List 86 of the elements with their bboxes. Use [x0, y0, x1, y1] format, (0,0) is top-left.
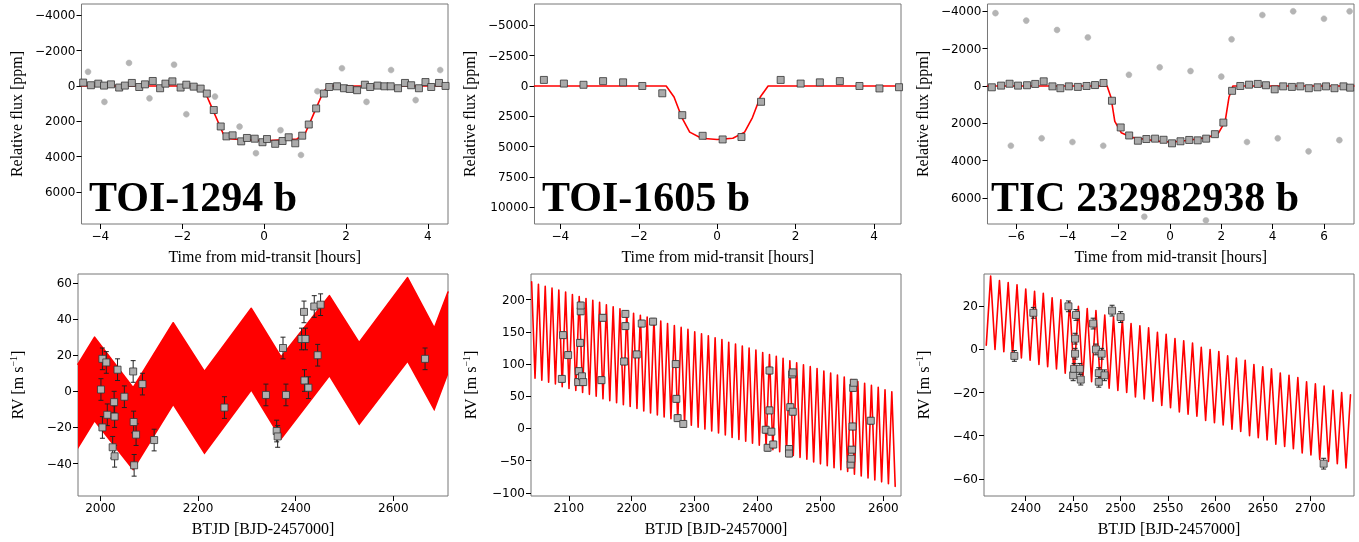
x-axis-title: BTJD [BJD-2457000] [644, 519, 788, 537]
x-tick-label: 0 [1166, 229, 1174, 243]
y-tick-label: −40 [952, 428, 978, 443]
y-tick-label: 100 [502, 357, 525, 372]
y-tick-label: 20 [56, 348, 72, 363]
y-tick-label: 2000 [950, 116, 982, 131]
y-axis-title: RV [m s−1] [913, 350, 932, 420]
y-tick-label: 6000 [950, 191, 982, 206]
y-axis-title: Relative flux [ppm] [460, 50, 479, 178]
y-tick-label: 4000 [44, 149, 76, 164]
x-tick-label: −2 [1109, 229, 1128, 243]
y-tick-label: −2000 [940, 41, 982, 56]
y-tick-label: −2000 [34, 43, 76, 58]
y-tick-label: 4000 [950, 153, 982, 168]
x-tick-label: 2700 [1295, 501, 1326, 515]
y-tick-label: 10000 [490, 200, 529, 215]
x-tick-label: 0 [713, 229, 721, 243]
y-tick-label: 0 [517, 421, 525, 436]
y-tick-label: 0 [67, 78, 76, 93]
x-axis-title: Time from mid-transit [hours] [1074, 247, 1268, 265]
x-tick-label: 2500 [1105, 501, 1136, 515]
y-tick-label: 200 [502, 292, 525, 307]
y-tick-label: 5000 [497, 139, 529, 154]
y-tick-label: −100 [492, 485, 525, 500]
y-tick-label: −4000 [940, 4, 982, 19]
x-tick-label: −2 [173, 229, 192, 243]
x-tick-label: 2 [791, 229, 800, 243]
x-tick-label: 6 [1320, 229, 1328, 243]
x-tick-label: 2600 [1200, 501, 1231, 515]
x-tick-label: −2 [629, 229, 648, 243]
x-tick-label: 2400 [742, 501, 773, 515]
y-tick-label: −50 [499, 453, 525, 468]
y-axis-title: RV [m s−1] [7, 350, 26, 420]
annotation: TOI-1605 b [542, 174, 751, 220]
x-tick-label: 2500 [805, 501, 836, 515]
x-tick-label: 2550 [1152, 501, 1184, 515]
y-tick-label: 50 [509, 389, 525, 404]
x-tick-label: 2100 [553, 501, 585, 515]
y-tick-label: 150 [502, 324, 525, 339]
x-tick-label: 2200 [182, 501, 214, 515]
y-tick-label: 20 [962, 299, 978, 314]
y-tick-label: 6000 [44, 185, 76, 200]
y-tick-label: 2000 [44, 114, 76, 129]
x-tick-label: −4 [551, 229, 570, 243]
y-tick-label: 40 [56, 312, 72, 327]
x-axis-title: Time from mid-transit [hours] [168, 247, 362, 265]
y-tick-label: −5000 [487, 18, 529, 33]
x-tick-label: 2000 [85, 501, 116, 515]
x-tick-label: −4 [91, 229, 110, 243]
x-tick-label: 2450 [1057, 501, 1089, 515]
y-tick-label: −2500 [487, 48, 529, 63]
x-tick-label: 2400 [1010, 501, 1042, 515]
y-axis-title: Relative flux [ppm] [7, 50, 26, 178]
x-tick-label: 2 [342, 229, 350, 243]
y-tick-label: 0 [64, 384, 72, 399]
y-tick-label: 60 [56, 276, 72, 291]
y-tick-label: 2500 [497, 109, 529, 124]
x-tick-label: −4 [1058, 229, 1077, 243]
x-axis-title: BTJD [BJD-2457000] [191, 519, 335, 537]
x-tick-label: 2200 [616, 501, 647, 515]
x-tick-label: 2400 [280, 501, 311, 515]
x-tick-label: 2600 [378, 501, 409, 515]
y-tick-label: 7500 [497, 170, 529, 185]
annotation: TIC 232982938 b [991, 174, 1300, 220]
x-tick-label: −6 [1007, 229, 1025, 243]
x-tick-label: 4 [424, 229, 432, 243]
x-tick-label: 4 [870, 229, 878, 243]
y-tick-label: −60 [952, 471, 978, 486]
x-axis-title: BTJD [BJD-2457000] [1097, 519, 1241, 537]
y-tick-label: −20 [46, 420, 72, 435]
y-tick-label: −40 [46, 456, 72, 471]
y-tick-label: 0 [520, 79, 529, 93]
y-tick-label: −20 [952, 385, 978, 400]
x-tick-label: 2300 [679, 501, 710, 515]
x-tick-label: 2 [1217, 229, 1226, 243]
y-axis-title: RV [m s−1] [460, 350, 479, 420]
y-tick-label: −4000 [34, 8, 76, 23]
x-tick-label: 0 [260, 229, 268, 243]
y-tick-label: 0 [970, 342, 978, 357]
x-tick-label: 2600 [868, 501, 899, 515]
x-tick-label: 4 [1268, 229, 1277, 243]
y-tick-label: 0 [973, 78, 982, 93]
x-axis-title: Time from mid-transit [hours] [621, 247, 815, 265]
x-tick-label: 2650 [1247, 501, 1279, 515]
y-axis-title: Relative flux [ppm] [913, 50, 932, 178]
annotation: TOI-1294 b [89, 174, 298, 220]
